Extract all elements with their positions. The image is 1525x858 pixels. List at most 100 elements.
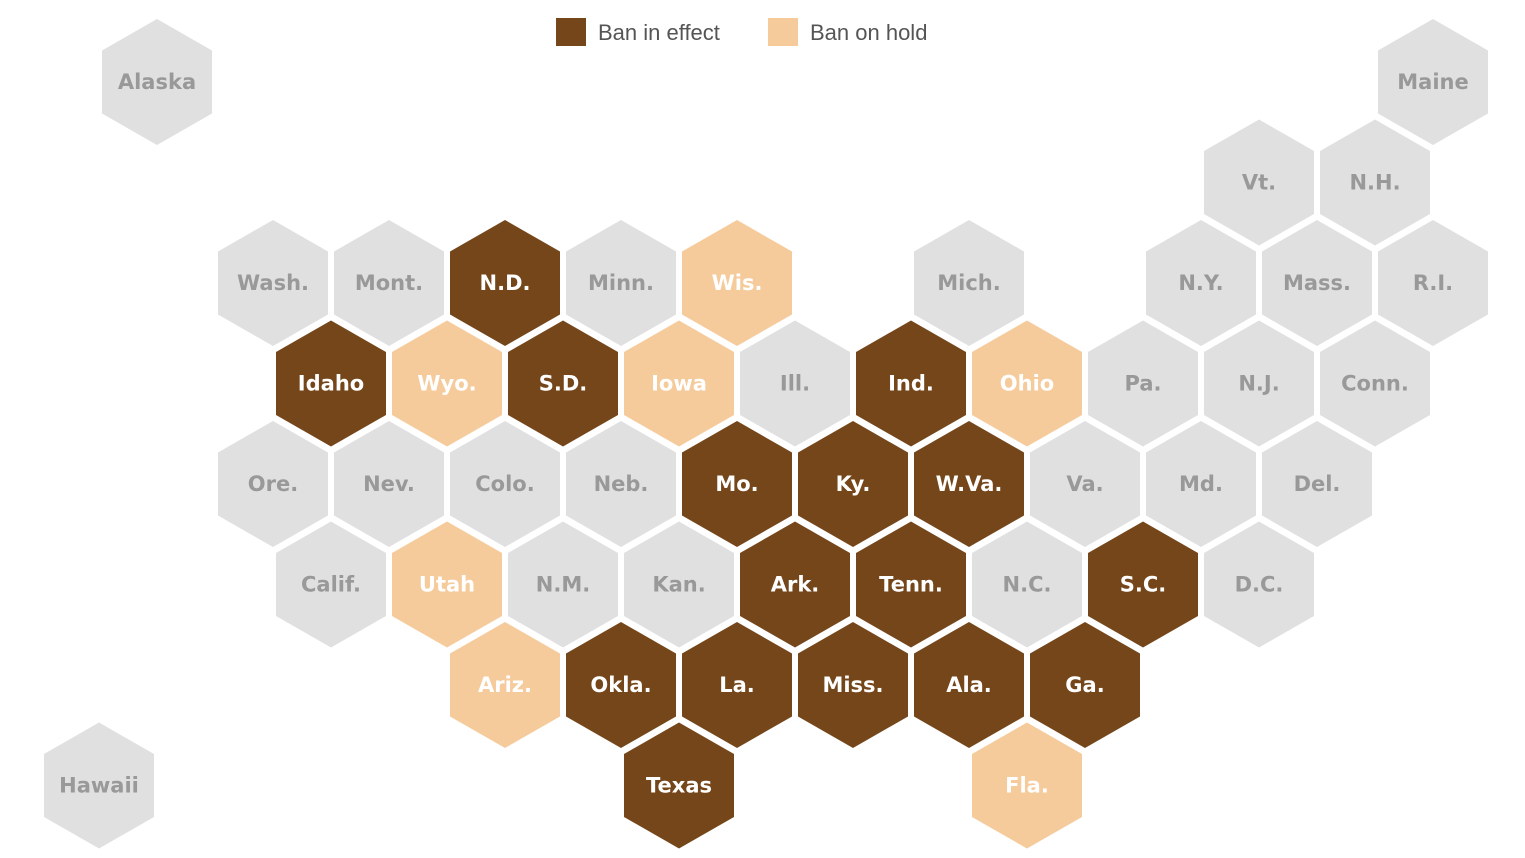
state-label: Calif.: [301, 573, 361, 597]
state-label: N.D.: [480, 271, 531, 295]
state-label: W.Va.: [936, 472, 1003, 496]
state-label: Mont.: [355, 271, 423, 295]
state-hex: [508, 320, 618, 447]
state-hex: [1030, 421, 1140, 547]
state-label: Idaho: [298, 372, 364, 396]
state-label: Maine: [1397, 70, 1468, 94]
state-label: Ind.: [888, 372, 934, 396]
state-hex: [392, 521, 502, 648]
legend-label: Ban on hold: [810, 20, 927, 45]
state-hex: [1378, 220, 1488, 346]
state-hex: [276, 320, 386, 447]
legend-label: Ban in effect: [598, 20, 720, 45]
state-label: N.C.: [1003, 573, 1052, 597]
state-hex: [1204, 320, 1314, 447]
state-hex: [1204, 521, 1314, 648]
state-label: Ore.: [248, 472, 298, 496]
state-label: Conn.: [1341, 372, 1409, 396]
state-label: R.I.: [1413, 271, 1453, 295]
state-hex: [392, 320, 502, 447]
state-label: Mo.: [715, 472, 758, 496]
state-hex: [566, 220, 676, 346]
state-label: Nev.: [363, 472, 415, 496]
state-label: S.C.: [1120, 573, 1167, 597]
state-label: D.C.: [1235, 573, 1284, 597]
state-label: Utah: [419, 573, 475, 597]
state-hex: [1146, 421, 1256, 547]
state-hex: [682, 220, 792, 346]
state-hex: [1088, 521, 1198, 648]
state-label: Okla.: [590, 673, 651, 697]
state-label: Va.: [1066, 472, 1103, 496]
state-hex: [972, 521, 1082, 648]
state-hex: [1204, 119, 1314, 246]
state-label: Wis.: [712, 271, 763, 295]
state-hex: [740, 320, 850, 447]
state-hex: [798, 421, 908, 547]
state-hex: [856, 320, 966, 447]
state-label: Colo.: [475, 472, 534, 496]
state-hex: [450, 622, 560, 748]
state-label: Minn.: [588, 271, 654, 295]
state-label: La.: [719, 673, 755, 697]
state-label: S.D.: [539, 372, 588, 396]
state-hex: [1320, 320, 1430, 447]
state-hex: [914, 421, 1024, 547]
state-label: Neb.: [594, 472, 649, 496]
state-hex: [624, 320, 734, 447]
state-hex: [624, 722, 734, 849]
state-hex: [566, 622, 676, 748]
state-hex: [798, 622, 908, 748]
state-hex: [1320, 119, 1430, 246]
state-label: Alaska: [118, 70, 196, 94]
state-hex: [450, 421, 560, 547]
state-label: Ohio: [1000, 372, 1054, 396]
state-label: Ky.: [836, 472, 871, 496]
state-hex: [740, 521, 850, 648]
state-label: N.Y.: [1178, 271, 1223, 295]
state-label: Pa.: [1125, 372, 1162, 396]
state-hex: [682, 421, 792, 547]
state-label: Ga.: [1065, 673, 1104, 697]
state-hex: [682, 622, 792, 748]
state-hex: [1088, 320, 1198, 447]
state-label: Ark.: [771, 573, 820, 597]
state-hex: [1262, 421, 1372, 547]
legend-swatch: [556, 18, 586, 46]
state-label: Miss.: [822, 673, 883, 697]
state-hex: [856, 521, 966, 648]
state-hex: [972, 320, 1082, 447]
state-hex: [334, 220, 444, 346]
state-hex: [276, 521, 386, 648]
state-hex: [218, 220, 328, 346]
state-label: Wash.: [237, 271, 309, 295]
state-hex: [972, 722, 1082, 849]
state-label: Vt.: [1242, 171, 1276, 195]
state-label: Fla.: [1005, 774, 1049, 798]
state-hex: [44, 722, 154, 849]
state-hex: [1030, 622, 1140, 748]
state-hex: [102, 19, 212, 145]
state-label: Texas: [646, 774, 712, 798]
state-label: Ala.: [946, 673, 992, 697]
state-label: Iowa: [651, 372, 707, 396]
state-hex: [508, 521, 618, 648]
state-label: Md.: [1179, 472, 1223, 496]
state-label: Ill.: [780, 372, 810, 396]
legend-swatch: [768, 18, 798, 46]
state-label: Del.: [1294, 472, 1341, 496]
state-label: Hawaii: [59, 774, 139, 798]
state-hex: [1262, 220, 1372, 346]
state-label: N.J.: [1238, 372, 1279, 396]
state-hex: [334, 421, 444, 547]
state-hex: [1146, 220, 1256, 346]
state-label: N.M.: [536, 573, 590, 597]
state-label: N.H.: [1349, 171, 1400, 195]
state-label: Ariz.: [478, 673, 532, 697]
state-label: Mich.: [937, 271, 1000, 295]
state-hex: [1378, 19, 1488, 145]
state-hex: [624, 521, 734, 648]
state-hex: [914, 622, 1024, 748]
